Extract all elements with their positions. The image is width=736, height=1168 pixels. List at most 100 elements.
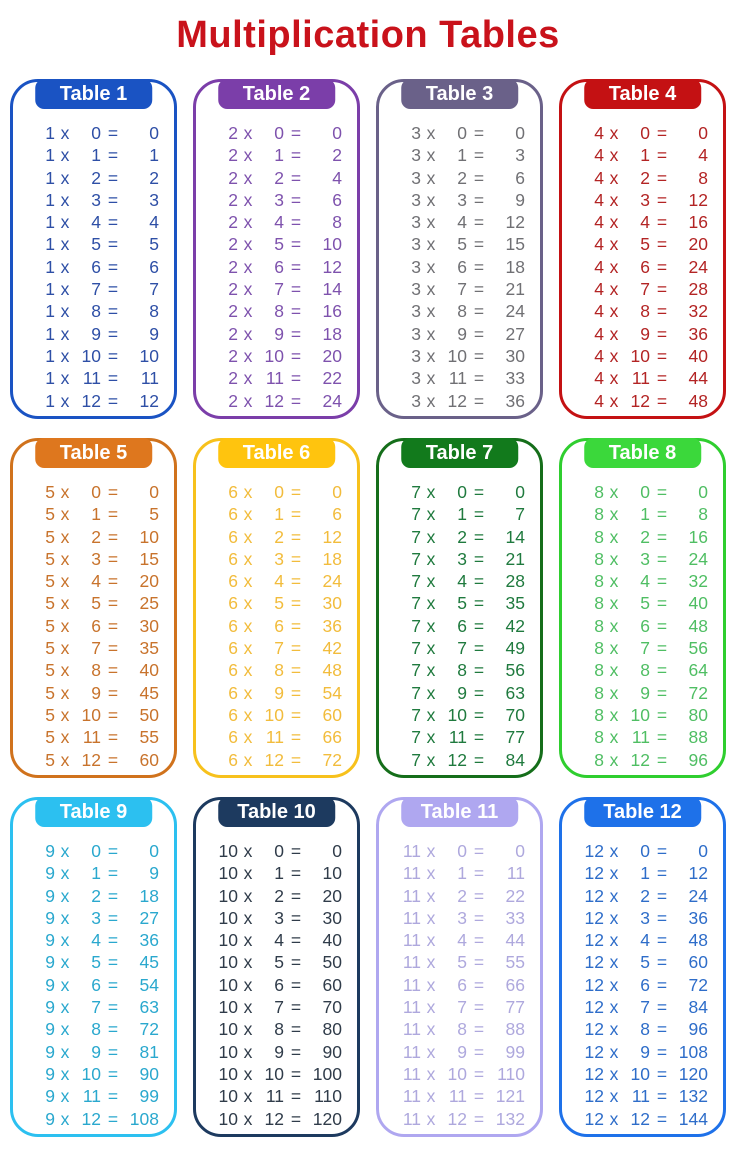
multiplicand: 5: [45, 638, 55, 659]
product: 30: [322, 593, 342, 614]
multiplication-row: 3 x 2 = 6: [379, 167, 540, 189]
multiplier: 3: [274, 548, 284, 569]
multiplicand: 2: [228, 212, 238, 233]
times-sign: x: [609, 907, 619, 928]
multiplier: 8: [640, 301, 650, 322]
equals-sign: =: [656, 345, 668, 366]
multiplier: 9: [640, 323, 650, 344]
equals-sign: =: [290, 368, 302, 389]
product: 18: [322, 548, 342, 569]
multiplier: 6: [640, 974, 650, 995]
product: 45: [139, 682, 159, 703]
multiplication-row: 12 x 0 = 0: [562, 840, 723, 862]
table-card-header: Table 2: [217, 79, 336, 109]
product: 108: [678, 1041, 708, 1062]
times-sign: x: [426, 704, 436, 725]
times-sign: x: [609, 548, 619, 569]
product: 18: [322, 323, 342, 344]
multiplier: 5: [274, 234, 284, 255]
equals-sign: =: [107, 907, 119, 928]
multiplication-row: 9 x 9 = 81: [13, 1041, 174, 1063]
multiplication-row: 12 x 4 = 48: [562, 929, 723, 951]
multiplier: 8: [274, 660, 284, 681]
product: 63: [139, 997, 159, 1018]
equals-sign: =: [107, 548, 119, 569]
product: 35: [139, 638, 159, 659]
product: 12: [322, 526, 342, 547]
multiplicand: 3: [411, 189, 421, 210]
product: 56: [688, 638, 708, 659]
multiplicand: 2: [228, 167, 238, 188]
multiplier: 4: [457, 930, 467, 951]
multiplication-row: 11 x 0 = 0: [379, 840, 540, 862]
times-sign: x: [243, 548, 253, 569]
product: 7: [149, 279, 159, 300]
equals-sign: =: [107, 1063, 119, 1084]
times-sign: x: [60, 482, 70, 502]
product: 0: [515, 482, 525, 502]
multiplication-row: 7 x 5 = 35: [379, 592, 540, 614]
equals-sign: =: [107, 704, 119, 725]
equals-sign: =: [473, 526, 485, 547]
product: 8: [698, 504, 708, 525]
product: 4: [332, 167, 342, 188]
multiplication-row: 2 x 6 = 12: [196, 256, 357, 278]
times-sign: x: [243, 123, 253, 143]
multiplicand: 4: [594, 145, 604, 166]
multiplier: 8: [91, 1019, 101, 1040]
multiplicand: 2: [228, 145, 238, 166]
table-card: Table 8 8 x 0 = 0 8 x 1 = 8 8 x 2 = 16 8…: [559, 438, 726, 778]
product: 36: [322, 615, 342, 636]
multiplication-row: 10 x 9 = 90: [196, 1041, 357, 1063]
multiplicand: 9: [45, 1086, 55, 1107]
product: 40: [688, 345, 708, 366]
times-sign: x: [243, 615, 253, 636]
multiplier: 11: [265, 1086, 284, 1107]
multiplier: 12: [81, 749, 101, 770]
multiplier: 11: [448, 727, 467, 748]
multiplier: 6: [640, 615, 650, 636]
multiplicand: 9: [45, 1063, 55, 1084]
multiplication-row: 12 x 1 = 12: [562, 862, 723, 884]
product: 22: [322, 368, 342, 389]
times-sign: x: [426, 548, 436, 569]
multiplier: 10: [447, 1063, 467, 1084]
product: 0: [332, 841, 342, 861]
times-sign: x: [243, 997, 253, 1018]
multiplication-row: 4 x 2 = 8: [562, 167, 723, 189]
equals-sign: =: [656, 571, 668, 592]
multiplier: 6: [457, 974, 467, 995]
multiplication-row: 4 x 7 = 28: [562, 278, 723, 300]
multiplicand: 6: [228, 593, 238, 614]
table-title: Table 2: [242, 82, 311, 105]
multiplication-row: 5 x 6 = 30: [13, 615, 174, 637]
multiplier: 3: [91, 907, 101, 928]
multiplicand: 10: [218, 930, 238, 951]
multiplication-row: 10 x 6 = 60: [196, 974, 357, 996]
product: 80: [322, 1019, 342, 1040]
multiplier: 0: [91, 123, 101, 143]
table-card-header: Table 10: [217, 797, 336, 827]
multiplier: 5: [640, 952, 650, 973]
times-sign: x: [243, 593, 253, 614]
equals-sign: =: [656, 841, 668, 861]
multiplicand: 7: [411, 504, 421, 525]
product: 36: [688, 907, 708, 928]
multiplication-row: 9 x 4 = 36: [13, 929, 174, 951]
times-sign: x: [609, 145, 619, 166]
product: 36: [139, 930, 159, 951]
multiplicand: 10: [218, 1108, 238, 1129]
multiplier: 12: [447, 749, 467, 770]
equals-sign: =: [107, 368, 119, 389]
multiplication-row: 11 x 4 = 44: [379, 929, 540, 951]
multiplication-row: 5 x 2 = 10: [13, 526, 174, 548]
product: 12: [139, 390, 159, 411]
multiplier: 4: [91, 571, 101, 592]
multiplier: 12: [447, 1108, 467, 1129]
multiplicand: 7: [411, 660, 421, 681]
equals-sign: =: [107, 526, 119, 547]
equals-sign: =: [107, 863, 119, 884]
equals-sign: =: [473, 167, 485, 188]
multiplication-row: 6 x 6 = 36: [196, 615, 357, 637]
times-sign: x: [426, 885, 436, 906]
